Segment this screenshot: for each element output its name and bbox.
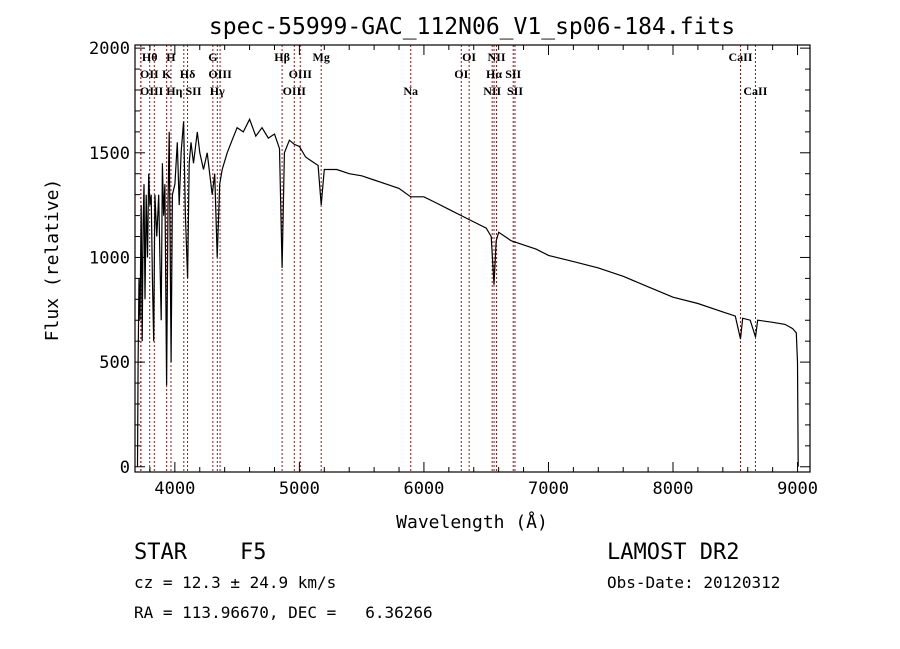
spectral-line-label: OIII <box>283 84 307 98</box>
spectral-line-label: K <box>162 67 172 81</box>
y-tick-label: 500 <box>99 353 130 373</box>
redshift-text: cz = 12.3 ± 24.9 km/s <box>134 573 337 592</box>
observation-date: Obs-Date: 20120312 <box>607 573 781 592</box>
x-tick-label: 5000 <box>279 479 320 499</box>
spectral-line-label: OI <box>462 50 476 64</box>
y-tick-label: 0 <box>120 458 130 478</box>
spectral-line-label: Na <box>403 84 418 98</box>
y-tick-label: 1000 <box>89 248 130 268</box>
spectral-line-label: G <box>208 50 217 64</box>
x-tick-label: 6000 <box>403 479 444 499</box>
spectral-line-label: OI <box>454 67 468 81</box>
spectral-line-label: OIII <box>208 67 232 81</box>
object-class: STAR <box>134 540 187 565</box>
y-tick-label: 1500 <box>89 144 130 164</box>
y-tick-label: 2000 <box>89 39 130 59</box>
spectral-line-label: NII <box>488 50 506 64</box>
spectral-line-label: Hα <box>486 67 502 81</box>
y-axis-label: Flux (relative) <box>42 179 63 342</box>
spectral-line-label: Mg <box>313 50 330 64</box>
spectral-line-label: Hδ <box>180 67 196 81</box>
plot-frame <box>134 44 811 473</box>
spectral-line-label: Hθ <box>142 50 158 64</box>
spectral-line-label: Hγ <box>210 84 225 98</box>
x-tick-label: 7000 <box>528 479 569 499</box>
coordinates-text: RA = 113.96670, DEC = 6.36266 <box>134 603 433 622</box>
spectral-line-label: OIII <box>140 84 164 98</box>
spectral-line-label: H <box>166 50 176 64</box>
x-tick-label: 4000 <box>154 479 195 499</box>
spectral-line-label: OII <box>140 67 159 81</box>
spectral-line-label: CaII <box>729 50 753 64</box>
spectral-line-label: OIII <box>289 67 313 81</box>
spectral-line-label: CaII <box>743 84 767 98</box>
spectral-line-label: NII <box>483 84 501 98</box>
object-subclass: F5 <box>240 540 267 565</box>
chart-title: spec-55999-GAC_112N06_V1_sp06-184.fits <box>209 14 735 40</box>
spectral-line-label: SII <box>505 67 521 81</box>
spectral-line-label: SII <box>507 84 523 98</box>
spectral-line-label: SII <box>186 84 202 98</box>
spectral-line-label: Hη <box>166 84 182 98</box>
survey-name: LAMOST DR2 <box>607 540 740 565</box>
spectral-line-label: Hβ <box>274 50 290 64</box>
x-axis-label: Wavelength (Å) <box>396 511 548 533</box>
spectrum-line <box>136 117 799 467</box>
x-tick-label: 8000 <box>653 479 694 499</box>
x-tick-label: 9000 <box>777 479 818 499</box>
